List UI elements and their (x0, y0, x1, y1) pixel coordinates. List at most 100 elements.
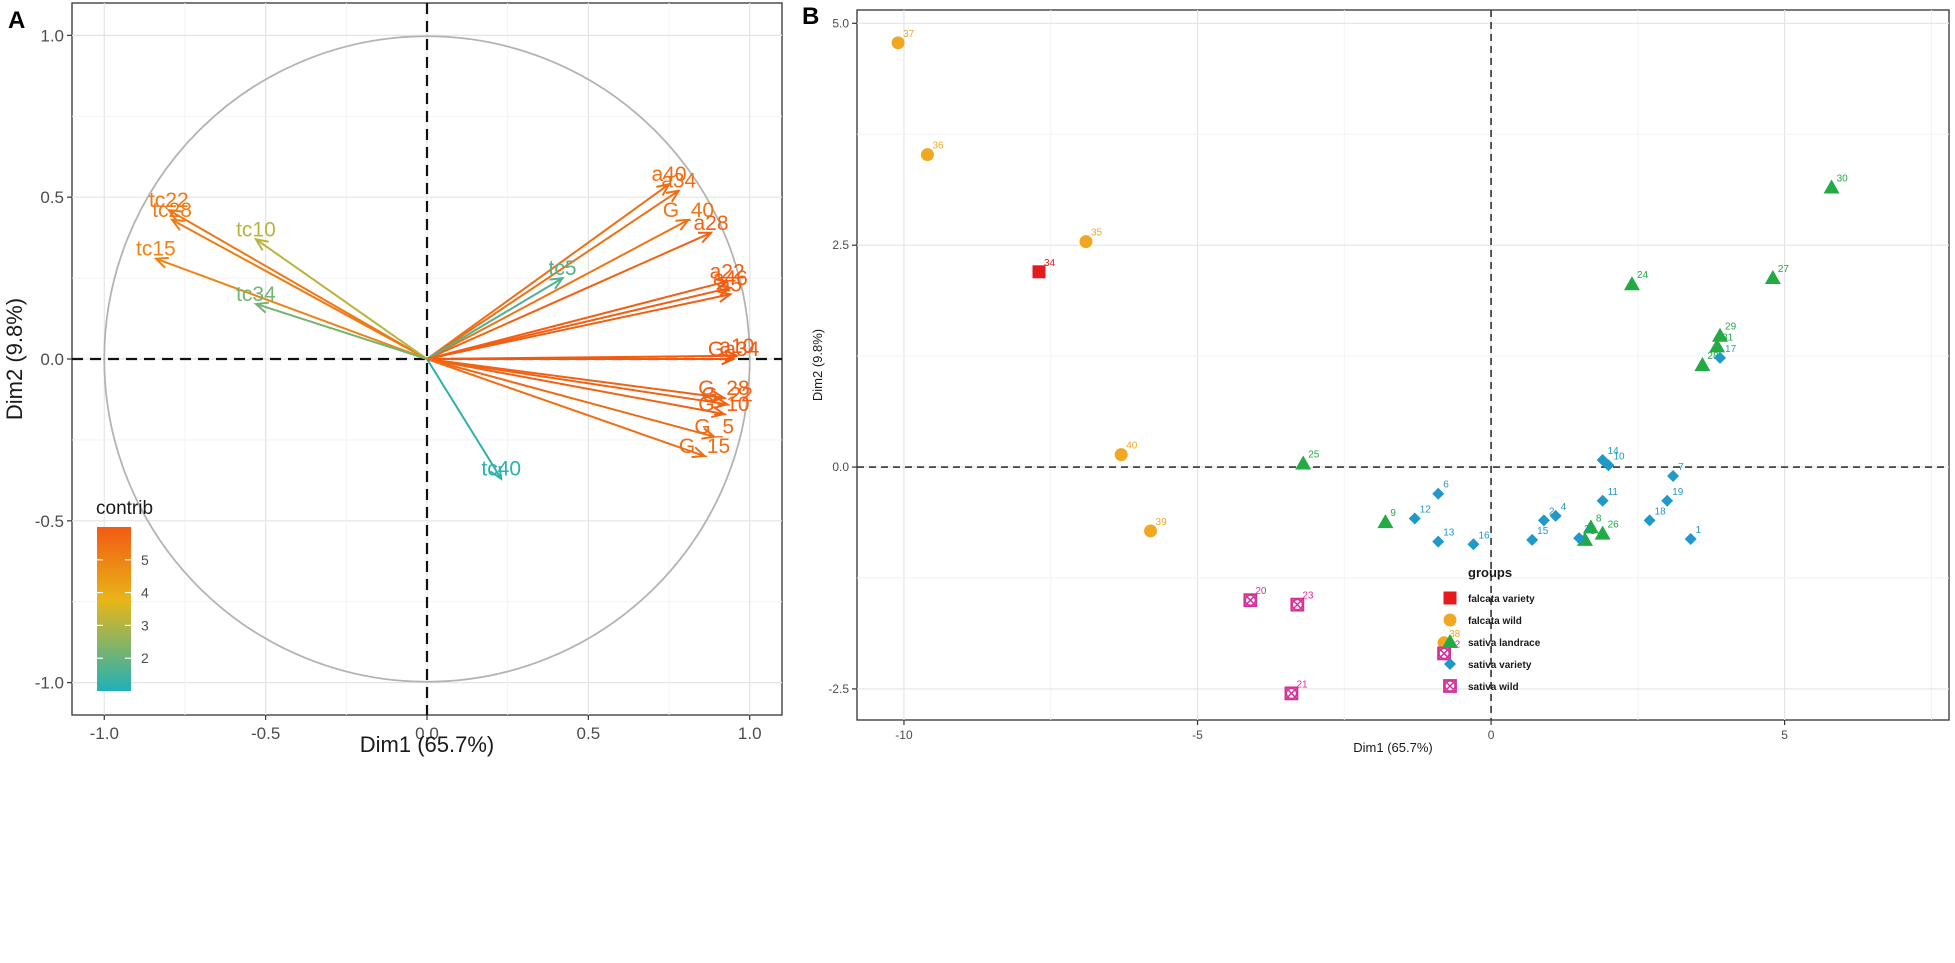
arrow-shaft (426, 218, 689, 360)
panel-b-y-axis-title: Dim2 (9.8%) (810, 329, 825, 401)
point-marker-sativa_variety (1408, 512, 1421, 525)
y-tick-label: 1.0 (40, 26, 64, 45)
arrow-tc22 (166, 208, 428, 360)
point-marker-sativa_landrace (1694, 357, 1711, 371)
point-label: 13 (1443, 528, 1455, 539)
variable-label-Ga34: Ga34 (708, 338, 760, 361)
arrow-head (253, 301, 269, 314)
arrow-tc28 (169, 218, 428, 360)
y-tick-label: 0.5 (40, 188, 64, 207)
point-marker-sativa_landrace (1623, 276, 1640, 291)
arrow-head (697, 231, 714, 244)
point-1: 1 (1684, 525, 1702, 545)
point-27: 27 (1764, 264, 1789, 285)
point-marker-falcata_wild (891, 36, 905, 50)
contrib-color-bar (97, 527, 131, 691)
panel-a-letter: A (8, 7, 25, 34)
arrow-tc10 (253, 237, 428, 360)
arrow-head (717, 290, 733, 303)
variable-label-G_22: G_22 (701, 383, 752, 406)
point-label: 19 (1672, 487, 1684, 498)
variable-label-tc22: tc22 (149, 189, 189, 212)
arrow-shaft (171, 218, 428, 360)
point-label: 25 (1308, 450, 1320, 461)
point-2: 2 (1537, 506, 1555, 527)
panel-b-x-axis-title: Dim1 (65.7%) (1353, 740, 1432, 755)
point-20: 20 (1243, 586, 1267, 608)
point-marker-falcata_wild (1079, 235, 1093, 249)
point-marker-sativa_variety (1573, 532, 1586, 545)
point-marker-falcata_wild (920, 148, 934, 162)
variable-label-G_5: G_5 (694, 416, 734, 439)
arrow-tc34 (253, 301, 428, 360)
variable-label-a10: a10 (719, 335, 754, 358)
point-label: 10 (1613, 451, 1625, 462)
arrow-head (549, 276, 565, 290)
arrow-shaft (255, 238, 428, 360)
arrow-shaft (426, 280, 728, 360)
point-marker-sativa_variety (1643, 514, 1656, 527)
x-tick-label: -5 (1192, 728, 1203, 742)
arrow-head (691, 446, 707, 459)
point-marker-sativa_landrace (1577, 531, 1593, 546)
point-marker-sativa_variety (1432, 487, 1445, 500)
legend-label-sativa_variety: sativa variety (1468, 660, 1532, 671)
point-label: 4 (1561, 502, 1567, 513)
arrow-a34 (426, 189, 681, 360)
point-24: 24 (1623, 270, 1649, 291)
point-30: 30 (1823, 174, 1848, 194)
legend-entry-sativa_variety: sativa variety (1444, 658, 1532, 671)
point-16: 16 (1467, 530, 1490, 551)
point-marker-sativa_variety (1526, 533, 1539, 546)
point-label: 3 (1584, 524, 1590, 535)
panel-b-grid (857, 10, 1949, 720)
crossbox-circle (1444, 680, 1456, 692)
point-37: 37 (891, 29, 915, 50)
crossbox-diagonal (1284, 686, 1298, 700)
y-tick-label: -1.0 (35, 674, 64, 693)
point-marker-falcata_wild (1144, 524, 1158, 538)
crossbox-square (1284, 686, 1299, 701)
y-tick-label: 0.0 (40, 350, 64, 369)
arrow-G_40 (426, 218, 691, 360)
legend-label-sativa_landrace: sativa landrace (1468, 638, 1541, 649)
arrow-head (665, 189, 681, 203)
x-tick-label: 0.5 (577, 724, 601, 743)
arrow-shaft (426, 358, 503, 480)
variable-label-tc28: tc28 (152, 199, 192, 222)
variable-label-G_40: G_40 (663, 199, 714, 222)
panel-a-x-axis-title: Dim1 (65.7%) (360, 732, 494, 757)
groups-legend-items: falcata variety falcata wild sativa landra… (1442, 591, 1541, 693)
arrow-shaft (426, 358, 705, 458)
point-label: 12 (1420, 505, 1432, 516)
point-4: 4 (1549, 502, 1567, 522)
point-label: 39 (1156, 517, 1168, 528)
crossbox-diagonal (1243, 593, 1257, 607)
arrow-G_22 (426, 358, 730, 409)
point-marker-sativa_wild (1284, 686, 1299, 701)
legend-marker-falcata_variety (1443, 591, 1457, 605)
arrow-tc5 (426, 276, 565, 360)
crossbox-diagonal (1290, 598, 1304, 612)
legend-tick-label: 4 (141, 585, 149, 601)
y-tick-label: -2.5 (828, 682, 849, 696)
crossbox-diagonal (1443, 679, 1457, 693)
point-3: 3 (1573, 524, 1590, 545)
point-marker-sativa_wild (1290, 597, 1305, 612)
point-7: 7 (1667, 462, 1684, 482)
point-29: 29 (1712, 322, 1737, 342)
point-15: 15 (1526, 526, 1549, 546)
arrow-shaft (426, 358, 715, 438)
arrow-head (153, 256, 169, 269)
x-tick-label: 0 (1488, 728, 1495, 742)
point-label: 35 (1091, 228, 1103, 239)
y-tick-label: 5.0 (832, 16, 849, 30)
point-40: 40 (1114, 441, 1138, 462)
point-label: 16 (1478, 530, 1490, 541)
arrow-shaft (155, 257, 428, 360)
variable-label-G_10: G_10 (698, 393, 749, 416)
point-9: 9 (1377, 508, 1396, 529)
point-label: 1 (1696, 525, 1702, 536)
